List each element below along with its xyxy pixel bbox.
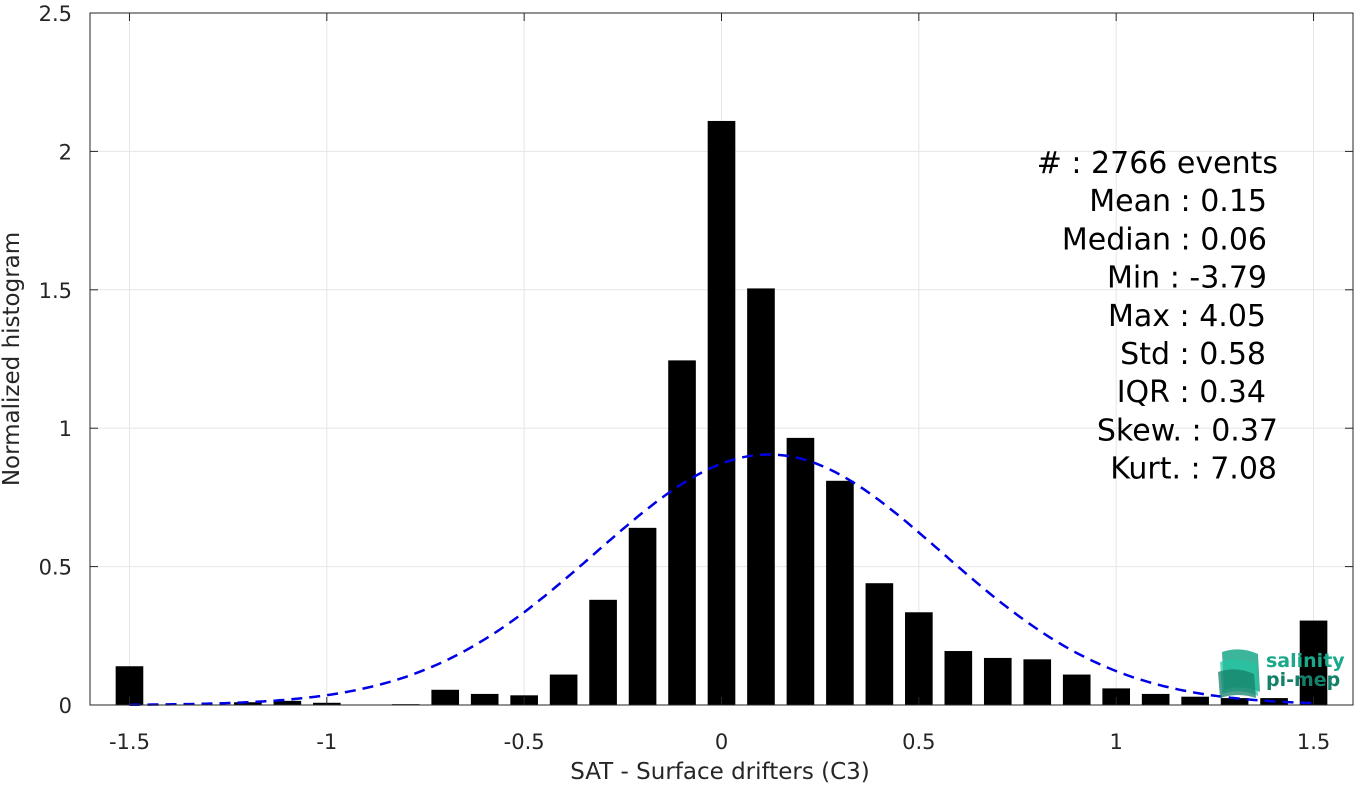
histogram-bars [115, 120, 1328, 705]
histogram-bar [1062, 674, 1091, 705]
logo-line1: salinity [1266, 650, 1345, 672]
y-tick-label: 1 [59, 417, 72, 441]
salinity-pi-mep-logo: salinity pi-mep [1218, 649, 1345, 698]
gaussian-fit-curve [129, 453, 1314, 706]
x-tick-label: -1 [316, 730, 337, 754]
histogram-bar [1181, 696, 1209, 705]
x-tick-label: 0 [715, 730, 728, 754]
histogram-bar [1023, 659, 1052, 705]
logo-line2: pi-mep [1266, 669, 1340, 691]
histogram-bar [865, 583, 894, 705]
histogram-bar [470, 693, 499, 705]
stat-line: Std : 0.58 [1120, 337, 1266, 372]
stat-line: Kurt. : 7.08 [1110, 452, 1277, 487]
stat-line: Min : -3.79 [1107, 261, 1267, 296]
histogram-bar [944, 651, 973, 705]
histogram-bar [273, 700, 302, 705]
stat-line: Max : 4.05 [1108, 299, 1266, 334]
histogram-bar [826, 480, 854, 705]
histogram-bar [747, 288, 775, 705]
histogram-bar [628, 527, 657, 705]
histogram-bar [589, 599, 617, 705]
histogram-bar [1220, 698, 1249, 705]
x-tick-label: 1 [1110, 730, 1123, 754]
histogram-bar [549, 674, 578, 705]
histogram-bar [234, 702, 262, 705]
x-tick-label: 0.5 [902, 730, 935, 754]
stat-line: IQR : 0.34 [1117, 375, 1266, 410]
fit-curve-layer [129, 453, 1314, 706]
stat-line: Skew. : 0.37 [1097, 413, 1278, 448]
logo-waves-icon [1218, 649, 1260, 698]
histogram-bar [1141, 693, 1170, 705]
stat-line: # : 2766 events [1037, 146, 1278, 181]
y-tick-label: 2.5 [39, 2, 72, 26]
x-tick-label: 1.5 [1297, 730, 1330, 754]
histogram-bar [786, 437, 815, 705]
x-axis-label: SAT - Surface drifters (C3) [570, 759, 870, 785]
histogram-bar [983, 657, 1012, 705]
stat-line: Mean : 0.15 [1089, 184, 1267, 219]
y-tick-label: 1.5 [39, 279, 72, 303]
y-axis-label: Normalized histogram [0, 232, 25, 486]
y-tick-label: 0.5 [39, 556, 72, 580]
histogram-bar [668, 360, 696, 705]
tick-labels: -1.5 -1 -0.5 0 0.5 1 1.5 0 0.5 1 1.5 2 2.5 [39, 2, 1331, 754]
histogram-bar [1299, 620, 1328, 705]
y-tick-label: 2 [59, 140, 72, 164]
histogram-bar [707, 120, 736, 705]
stat-line: Median : 0.06 [1062, 222, 1267, 257]
axes-frame [89, 12, 1354, 706]
x-tick-label: -0.5 [504, 730, 545, 754]
histogram-bar [431, 689, 460, 705]
histogram-bar [1102, 688, 1131, 705]
y-tick-label: 0 [59, 694, 72, 718]
histogram-bar [905, 612, 933, 705]
x-tick-label: -1.5 [109, 730, 150, 754]
